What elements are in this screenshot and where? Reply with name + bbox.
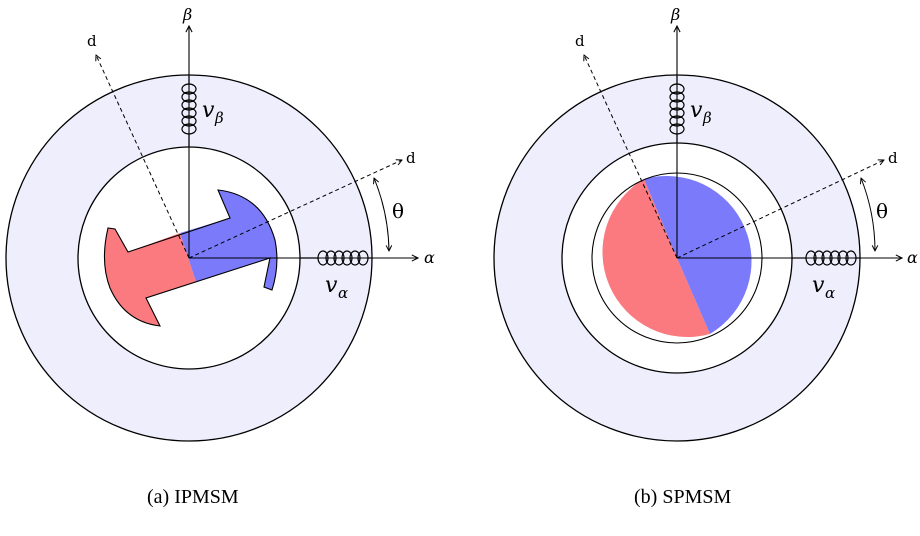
svg-text:v: v	[812, 273, 825, 298]
q-axis	[584, 55, 678, 259]
caption-spmsm: (b) SPMSM	[634, 486, 731, 508]
alpha-axis-label: α	[424, 248, 435, 267]
v-beta-label: v β	[690, 98, 712, 127]
rotor-north-half	[104, 228, 196, 326]
q-axis-d-label: d	[575, 32, 585, 50]
panel-ipmsm: β α d d θ v β v α (a) IPMSM	[5, 5, 435, 508]
d-axis-label: d	[888, 149, 898, 167]
theta-label: θ	[392, 199, 404, 223]
d-axis-label: d	[406, 149, 416, 167]
svg-text:α: α	[825, 284, 835, 302]
svg-text:v: v	[325, 273, 338, 298]
v-beta-label: v β	[202, 98, 224, 127]
q-axis	[96, 55, 190, 259]
theta-arc	[861, 178, 875, 251]
d-axis	[676, 160, 884, 259]
theta-arc	[374, 178, 389, 251]
v-alpha-label: v α	[812, 273, 835, 302]
alpha-axis-label: α	[907, 248, 918, 267]
beta-axis-label: β	[670, 5, 680, 24]
theta-label: θ	[876, 199, 888, 223]
rotor-outline	[103, 189, 278, 327]
caption-ipmsm: (a) IPMSM	[147, 486, 239, 508]
rotor-north-half	[602, 179, 710, 338]
rotor-south-half	[644, 175, 752, 334]
beta-axis-label: β	[182, 5, 192, 24]
svg-text:β: β	[702, 109, 712, 127]
svg-text:β: β	[214, 109, 224, 127]
svg-text:α: α	[338, 284, 348, 302]
svg-text:v: v	[690, 98, 703, 123]
svg-text:v: v	[202, 98, 215, 123]
panel-spmsm: β α d d θ v β v α (b) SPMSM	[493, 5, 918, 508]
v-alpha-label: v α	[325, 273, 348, 302]
q-axis-d-label: d	[87, 32, 97, 50]
